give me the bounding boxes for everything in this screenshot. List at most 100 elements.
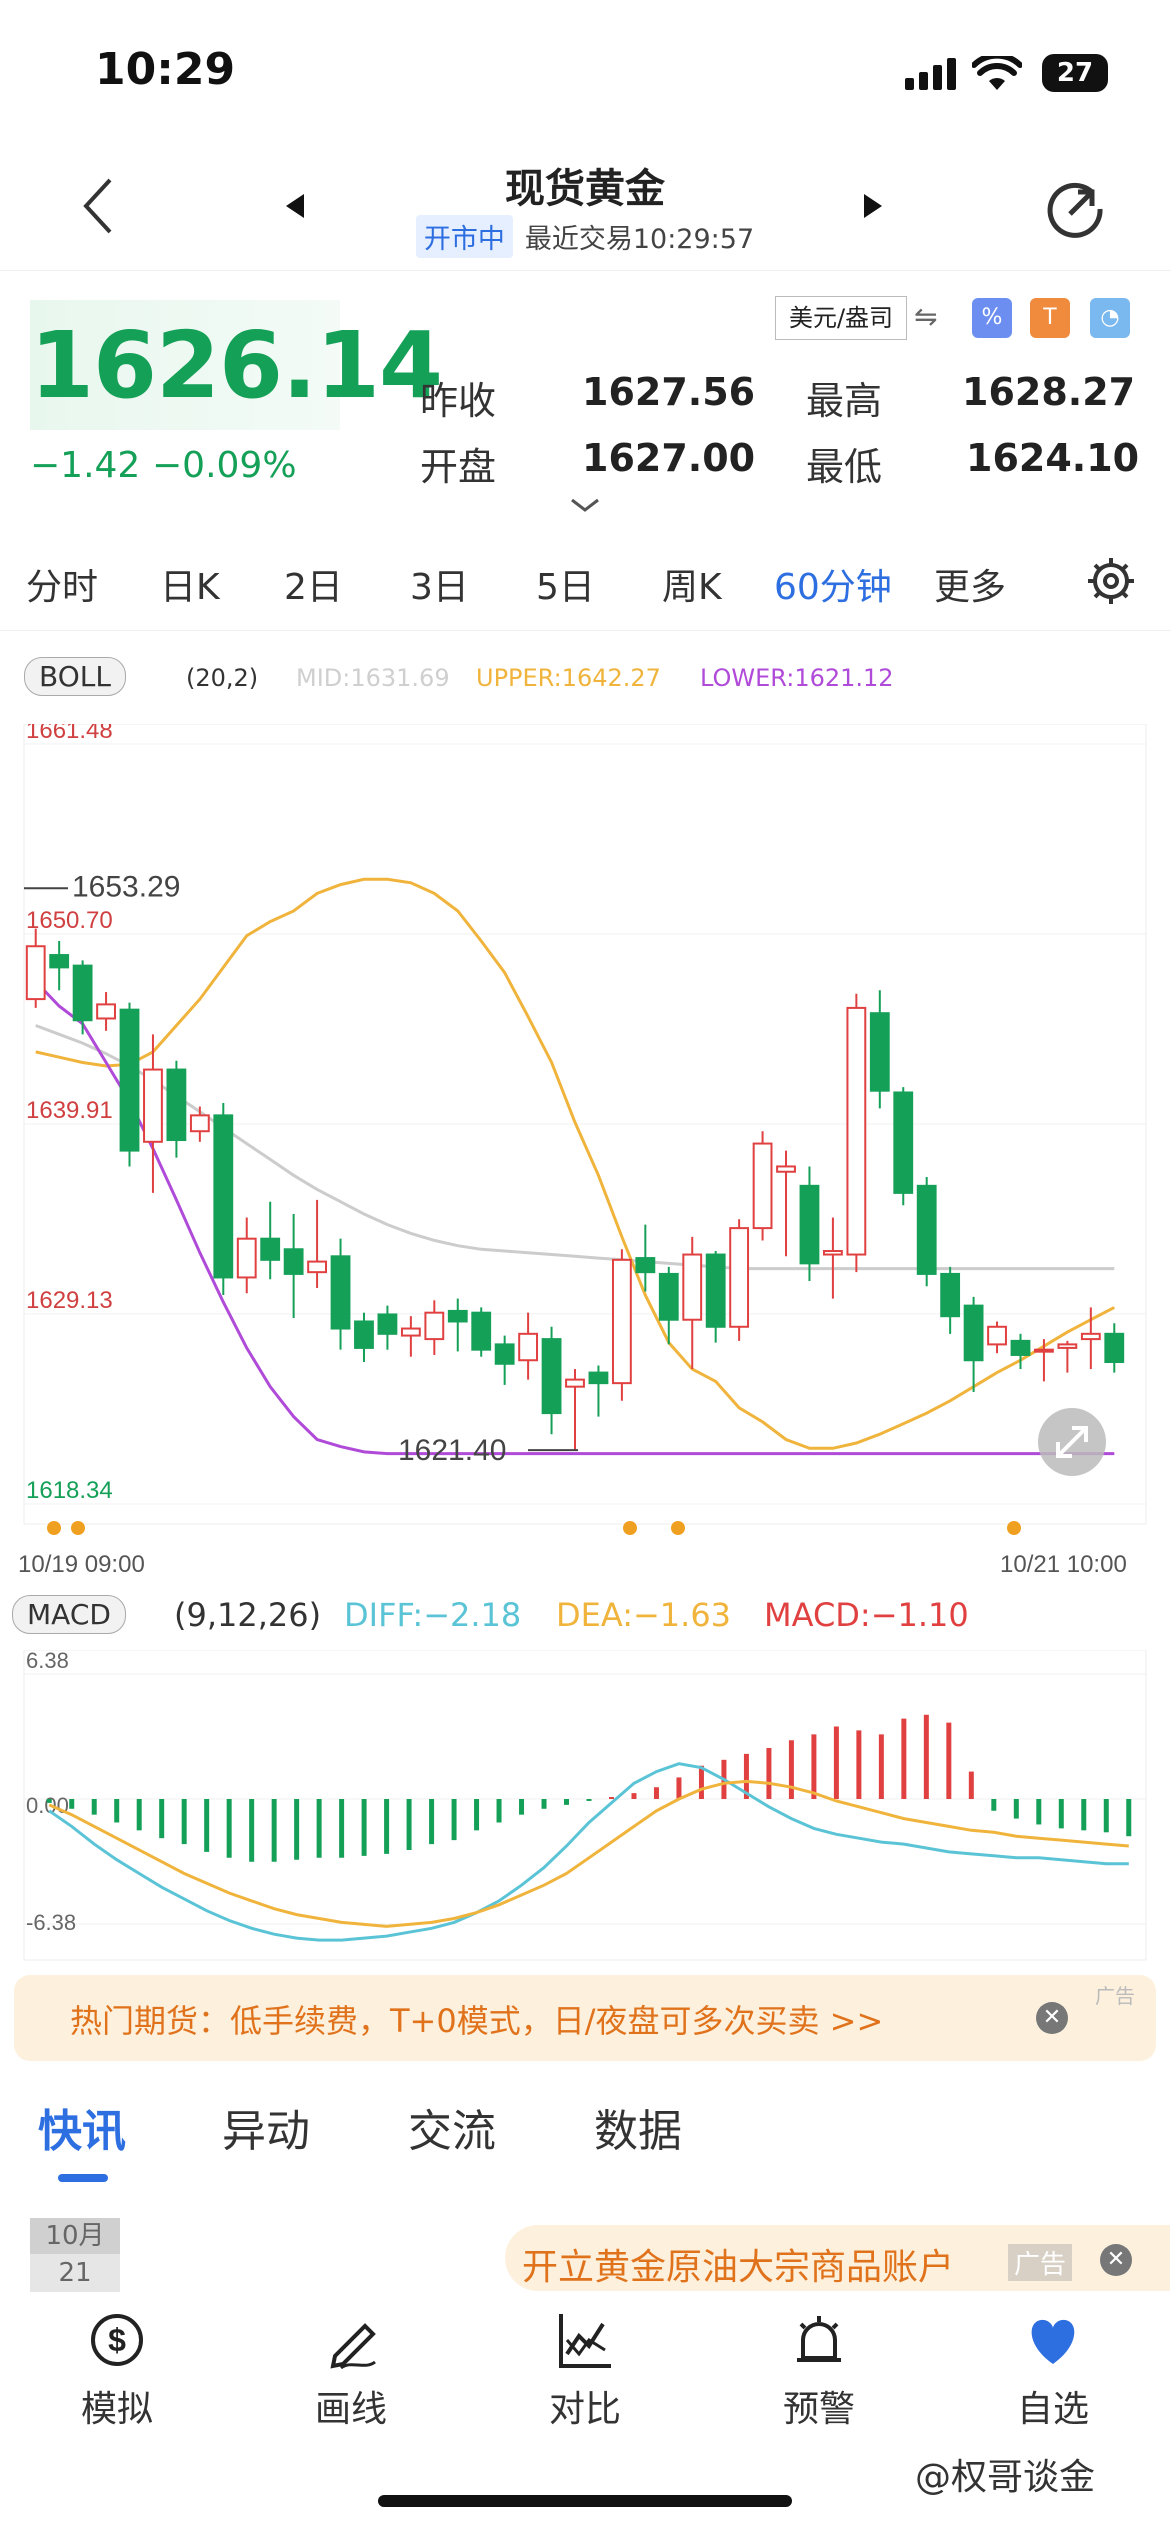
- candle: [940, 1272, 961, 1318]
- market-status-badge: 开市中: [415, 215, 513, 258]
- event-dot: [1007, 1521, 1021, 1535]
- y-tick-label: 1618.34: [26, 1477, 113, 1504]
- high-value: 1628.27: [962, 370, 1136, 414]
- status-time: 10:29: [95, 44, 236, 95]
- candle: [705, 1253, 726, 1328]
- close-icon[interactable]: ✕: [1036, 2002, 1068, 2034]
- tab-intraday[interactable]: 分时: [26, 567, 99, 608]
- tab-movement[interactable]: 异动: [222, 2106, 310, 2157]
- battery-indicator: 27: [1042, 54, 1108, 92]
- tab-60min[interactable]: 60分钟: [774, 567, 892, 608]
- watermark-text: @权哥谈金: [915, 2457, 1096, 2498]
- min-annotation: 1621.40: [398, 1434, 506, 1467]
- event-dot: [71, 1521, 85, 1535]
- boll-select[interactable]: BOLL: [24, 657, 126, 696]
- promo-banner[interactable]: [14, 1975, 1156, 2061]
- date-card: 10月 21: [30, 2218, 120, 2292]
- candle: [96, 1003, 116, 1020]
- candle: [213, 1114, 234, 1279]
- tower-tool-icon[interactable]: T: [1030, 298, 1070, 338]
- expand-chevron-icon[interactable]: [570, 498, 600, 512]
- candle: [1034, 1348, 1054, 1353]
- prev-arrow-icon[interactable]: [284, 192, 306, 220]
- candle: [447, 1309, 468, 1323]
- candle: [752, 1142, 773, 1230]
- nav-alert-label: 预警: [782, 2389, 855, 2430]
- current-price: 1626.14: [30, 312, 443, 419]
- candlestick-chart[interactable]: 1661.48 1650.70 1639.91 1629.13 1618.34 1653.…: [0, 724, 1170, 1584]
- y-tick-label: 6.38: [26, 1650, 69, 1673]
- candle: [635, 1257, 656, 1274]
- line-chart-icon: [559, 2314, 611, 2368]
- page-title: 现货黄金: [505, 166, 665, 212]
- candle: [424, 1311, 445, 1341]
- macd-select-label[interactable]: MACD: [12, 1595, 126, 1634]
- y-tick-label: 1629.13: [26, 1287, 113, 1314]
- fullscreen-arrow-icon: [1056, 1426, 1088, 1458]
- account-ad-text[interactable]: 开立黄金原油大宗商品账户: [522, 2247, 955, 2288]
- candle: [307, 1260, 327, 1274]
- date-day: 21: [58, 2258, 92, 2288]
- account-ad-tag: 广告: [1008, 2244, 1073, 2281]
- y-tick-label: 1650.70: [26, 907, 113, 934]
- tab-more[interactable]: 更多: [934, 567, 1007, 608]
- prev-close-value: 1627.56: [582, 370, 756, 414]
- last-trade-time: 最近交易10:29:57: [524, 224, 755, 255]
- back-icon[interactable]: [78, 176, 118, 236]
- refresh-icon[interactable]: [1044, 178, 1106, 240]
- svg-text:$: $: [108, 2322, 126, 2358]
- status-bar: 10:29 27: [0, 0, 1170, 140]
- tab-daily-k[interactable]: 日K: [160, 567, 220, 608]
- alarm-icon: [797, 2316, 841, 2362]
- candle: [987, 1325, 1007, 1346]
- boll-mid: MID:1631.69: [296, 664, 450, 692]
- nav-alert[interactable]: 预警: [702, 2310, 936, 2432]
- macd-chart[interactable]: 6.38 0.00 -6.38: [0, 1650, 1170, 1970]
- next-arrow-icon[interactable]: [862, 192, 884, 220]
- macd-frame: [23, 1650, 1147, 1961]
- promo-banner-text[interactable]: 热门期货：低手续费，T+0模式，日/夜盘可多次买卖 >>: [70, 2002, 884, 2040]
- nav-watchlist[interactable]: 自选: [936, 2310, 1170, 2432]
- nav-simulate[interactable]: $ 模拟: [0, 2310, 234, 2432]
- candle: [283, 1248, 304, 1275]
- macd-diff: DIFF:−2.18: [344, 1596, 522, 1634]
- unit-selector[interactable]: 美元/盎司: [775, 296, 907, 340]
- candle: [518, 1332, 539, 1362]
- active-tab-indicator: [58, 2174, 108, 2182]
- candle: [1080, 1332, 1101, 1341]
- tab-flash-news[interactable]: 快讯: [38, 2106, 126, 2157]
- nav-compare[interactable]: 对比: [468, 2310, 702, 2432]
- nav-draw[interactable]: 画线: [234, 2310, 468, 2432]
- candle: [611, 1258, 632, 1385]
- heart-icon: [1031, 2319, 1075, 2364]
- prev-close-label: 昨收: [420, 379, 497, 423]
- bottom-nav: [0, 2300, 1170, 2532]
- tab-5day[interactable]: 5日: [536, 567, 595, 608]
- boll-upper: UPPER:1642.27: [476, 664, 661, 692]
- nav-simulate-label: 模拟: [80, 2389, 153, 2430]
- date-month: 10月: [30, 2218, 120, 2254]
- tab-discussion[interactable]: 交流: [408, 2106, 496, 2157]
- candle: [846, 1006, 867, 1256]
- tab-3day[interactable]: 3日: [410, 567, 469, 608]
- candle: [354, 1320, 374, 1349]
- tab-data[interactable]: 数据: [594, 2106, 682, 2157]
- boll-select-label[interactable]: BOLL: [24, 657, 126, 696]
- candle: [658, 1272, 679, 1321]
- macd-select[interactable]: MACD: [12, 1595, 126, 1634]
- tab-weekly-k[interactable]: 周K: [662, 567, 722, 608]
- home-indicator[interactable]: [378, 2495, 792, 2507]
- candle: [823, 1250, 843, 1256]
- candle: [869, 1012, 890, 1092]
- y-tick-label: 1661.48: [26, 724, 113, 744]
- pie-tool-icon[interactable]: ◔: [1090, 298, 1130, 338]
- candle: [799, 1184, 820, 1265]
- close-ad-icon[interactable]: ✕: [1100, 2244, 1132, 2276]
- settings-gear-icon[interactable]: [1086, 556, 1136, 606]
- boll-lower: LOWER:1621.12: [700, 664, 894, 692]
- swap-icon[interactable]: ⇋: [914, 300, 938, 333]
- nav-draw-label: 画线: [314, 2389, 387, 2430]
- candle: [72, 964, 93, 1022]
- percent-tool-icon[interactable]: %: [972, 298, 1012, 338]
- tab-2day[interactable]: 2日: [284, 567, 343, 608]
